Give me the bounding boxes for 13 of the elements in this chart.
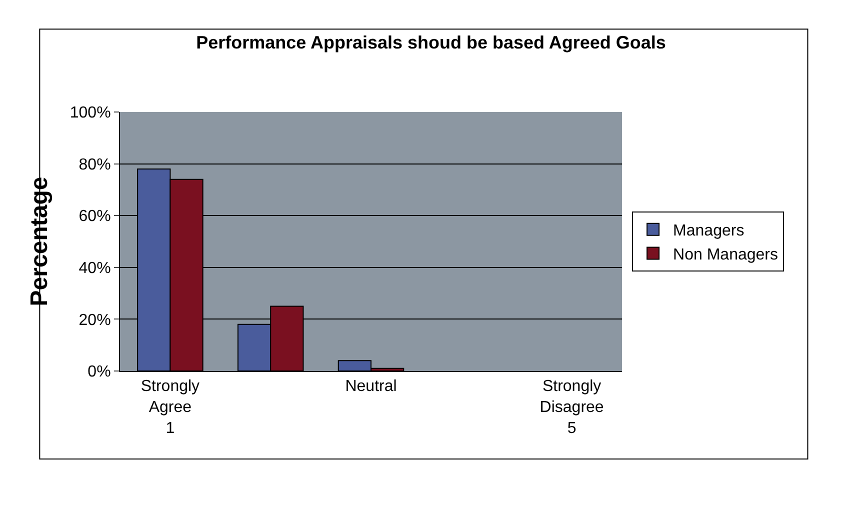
y-tick-label: 20%	[78, 312, 111, 329]
chart-title: Performance Appraisals shoud be based Agreed Goals	[196, 32, 666, 52]
y-tick-label: 40%	[78, 260, 111, 277]
x-tick-label: Neutral	[345, 378, 397, 396]
y-tick-label: 60%	[78, 208, 111, 226]
y-tick-label: 0%	[88, 364, 111, 381]
y-tick-label: 100%	[70, 104, 111, 122]
legend-label: Managers	[673, 222, 744, 240]
y-axis-title: Percentage	[26, 176, 53, 306]
x-tick-label: Strongly Disagree 5	[540, 378, 604, 437]
legend-label: Non Managers	[673, 246, 778, 264]
x-tick-label: Strongly Agree 1	[140, 378, 200, 437]
y-tick-label: 80%	[78, 156, 111, 174]
